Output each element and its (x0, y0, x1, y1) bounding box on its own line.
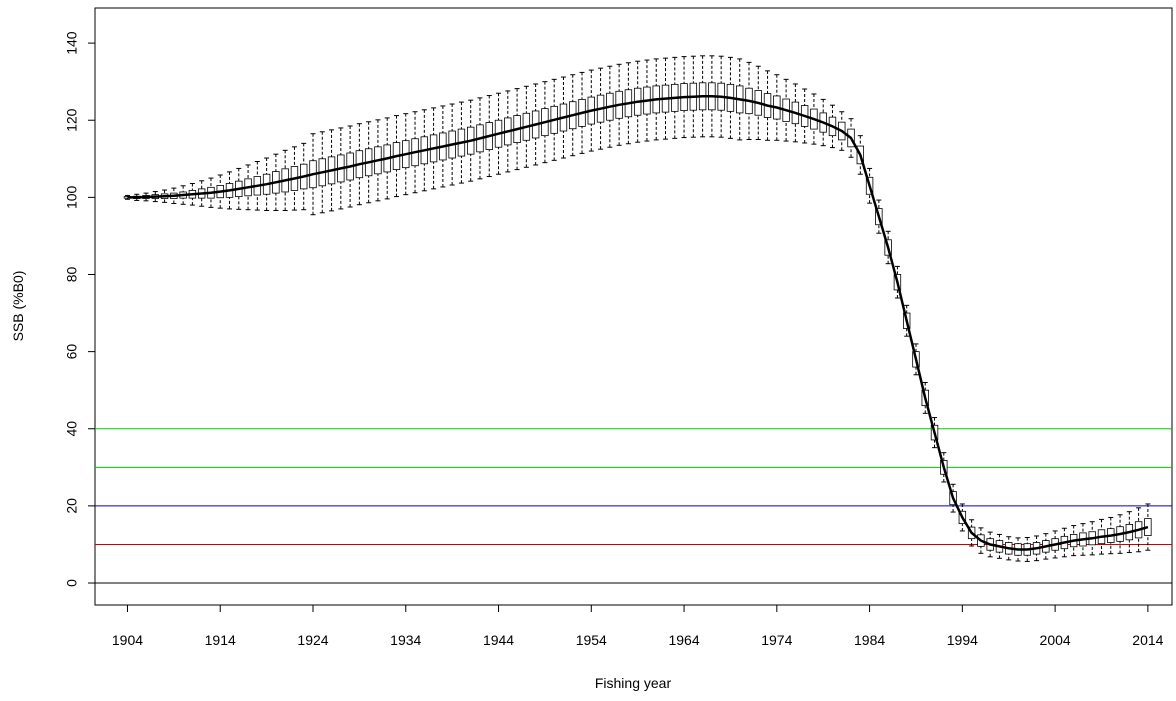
x-tick-label: 1924 (297, 632, 328, 648)
x-tick-label: 1904 (112, 632, 143, 648)
x-axis-label: Fishing year (595, 675, 672, 691)
x-tick-label: 2014 (1132, 632, 1163, 648)
x-tick-label: 1934 (390, 632, 421, 648)
y-tick-label: 40 (64, 421, 80, 437)
y-tick-label: 80 (64, 266, 80, 282)
x-tick-label: 1944 (483, 632, 514, 648)
x-tick-label: 1964 (668, 632, 699, 648)
y-tick-label: 60 (64, 344, 80, 360)
y-tick-label: 20 (64, 498, 80, 514)
y-tick-label: 120 (64, 108, 80, 132)
x-tick-label: 2004 (1040, 632, 1071, 648)
x-tick-label: 1984 (854, 632, 885, 648)
median-line (127, 95, 1149, 551)
y-axis-label: SSB (%B0) (10, 271, 26, 342)
x-tick-label: 1974 (761, 632, 792, 648)
plot-frame (94, 7, 1173, 606)
x-tick-label: 1954 (576, 632, 607, 648)
y-tick-label: 0 (64, 579, 80, 587)
y-tick-label: 100 (64, 185, 80, 209)
x-tick-label: 1994 (947, 632, 978, 648)
y-tick-label: 140 (64, 31, 80, 55)
x-tick-label: 1914 (205, 632, 236, 648)
